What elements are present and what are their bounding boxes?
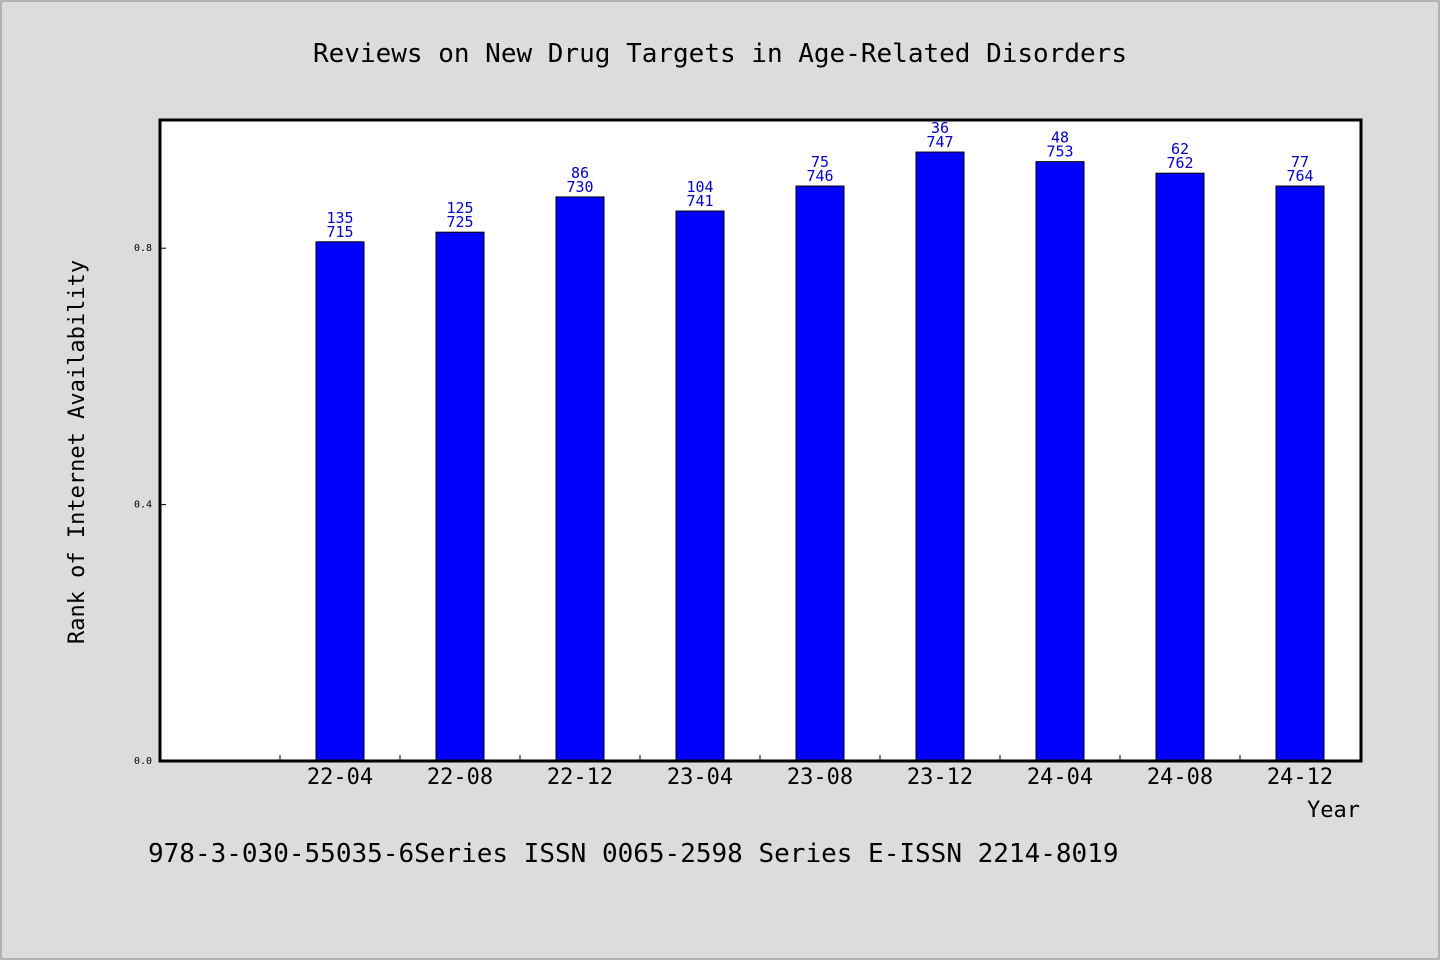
- x-tick-label: 22-04: [307, 765, 373, 790]
- bar-label-bottom: 730: [566, 178, 593, 196]
- bar: [1035, 161, 1085, 762]
- bar-label-bottom: 725: [446, 213, 473, 231]
- bar: [1155, 172, 1205, 762]
- y-tick-label: 0.0: [134, 756, 152, 767]
- x-tick-label: 24-04: [1027, 765, 1093, 790]
- x-tick-label: 23-04: [667, 765, 733, 790]
- bar: [915, 151, 965, 762]
- bar: [675, 210, 725, 762]
- bar-label-bottom: 746: [806, 167, 833, 185]
- x-tick-label: 22-12: [547, 765, 613, 790]
- bar-label-top: 75: [811, 153, 829, 171]
- bar-label-bottom: 741: [686, 192, 713, 210]
- chart-title: Reviews on New Drug Targets in Age-Relat…: [313, 39, 1127, 69]
- y-tick-label: 0.8: [134, 243, 152, 254]
- bar-label-top: 86: [571, 164, 589, 182]
- plot-frame: [158, 118, 1363, 763]
- bar-label-top: 48: [1051, 129, 1069, 147]
- footer-isbn-issn: 978-3-030-55035-6Series ISSN 0065-2598 S…: [148, 839, 1119, 869]
- x-tick-label: 24-12: [1267, 765, 1333, 790]
- bar-label-top: 36: [931, 119, 949, 137]
- x-axis-title: Year: [1307, 798, 1360, 823]
- bar-label-bottom: 715: [326, 223, 353, 241]
- bar-label-bottom: 762: [1166, 154, 1193, 172]
- bar-label-top: 104: [686, 178, 713, 196]
- bars-group: [315, 151, 1325, 762]
- bar-label-top: 135: [326, 209, 353, 227]
- bar: [795, 185, 845, 762]
- x-tick-label: 23-12: [907, 765, 973, 790]
- bar-label-bottom: 753: [1046, 143, 1073, 161]
- bar: [555, 196, 605, 762]
- x-axis-ticks: 22-04 22-08 22-12 23-04 23-08 23-12 24-04 24-08…: [279, 755, 1361, 790]
- bar-label-top: 62: [1171, 140, 1189, 158]
- x-tick-label: 22-08: [427, 765, 493, 790]
- bar: [435, 231, 485, 762]
- y-tick-label: 0.4: [134, 500, 152, 511]
- bar-label-top: 125: [446, 199, 473, 217]
- bar: [315, 241, 365, 762]
- bar-label-bottom: 764: [1286, 167, 1313, 185]
- bar: [1275, 185, 1325, 762]
- x-tick-label: 23-08: [787, 765, 853, 790]
- bar-label-top: 77: [1291, 153, 1309, 171]
- y-axis-title: Rank of Internet Availability: [65, 260, 90, 644]
- bar-label-bottom: 747: [926, 133, 953, 151]
- x-tick-label: 24-08: [1147, 765, 1213, 790]
